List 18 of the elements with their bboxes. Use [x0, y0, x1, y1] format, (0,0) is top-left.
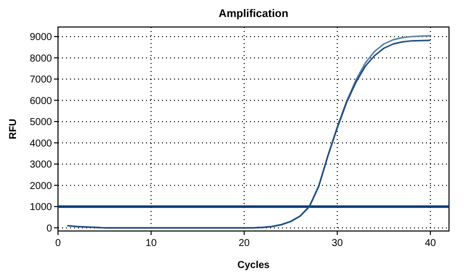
x-tick-label: 20	[238, 238, 250, 249]
y-tick-label: 2000	[30, 180, 52, 192]
y-axis-title: RFU	[8, 118, 19, 140]
x-tick-label: 30	[332, 238, 344, 249]
y-tick-label: 4000	[30, 138, 52, 150]
x-tick-label: 40	[424, 238, 436, 249]
x-tick-label: 0	[55, 238, 62, 249]
y-tick-label: 1000	[30, 202, 52, 214]
y-tick-label: 0	[46, 223, 52, 234]
y-tick-label: 3000	[30, 160, 52, 171]
y-tick-label: 9000	[30, 32, 52, 44]
y-tick-label: 7000	[30, 74, 52, 86]
y-tick-label: 6000	[30, 96, 52, 107]
x-axis-title: Cycles	[237, 260, 270, 271]
y-tick-label: 5000	[30, 117, 52, 128]
y-tick-label: 8000	[30, 53, 52, 64]
x-tick-label: 10	[146, 238, 158, 249]
chart-title: Amplification	[218, 8, 289, 20]
